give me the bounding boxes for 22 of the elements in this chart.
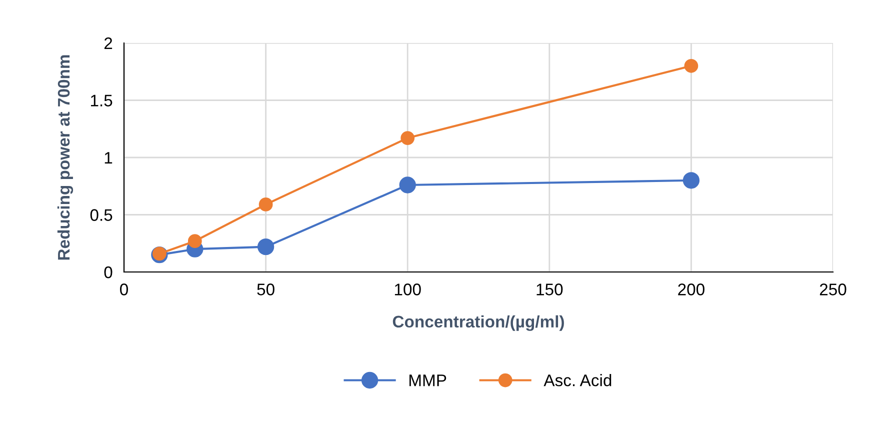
- legend-label: MMP: [409, 374, 446, 386]
- x-tick-label: 150: [536, 284, 563, 296]
- point: [257, 238, 274, 256]
- x-tick-label: 100: [394, 284, 421, 296]
- y-tick-label: 2: [104, 37, 112, 50]
- x-axis-title: Concentration/(µg/ml): [392, 315, 564, 331]
- y-tick-label: 1: [104, 152, 112, 164]
- point: [399, 176, 416, 194]
- x-tick-label: 200: [678, 284, 704, 296]
- y-tick-label: 0: [104, 266, 112, 278]
- point: [188, 234, 202, 248]
- point: [684, 58, 698, 73]
- y-tick-label: 0.5: [90, 209, 112, 221]
- x-tick-label: 250: [820, 284, 846, 296]
- legend-label: Asc. Acid: [544, 374, 612, 386]
- y-axis-title: Reducing power at 700nm: [57, 55, 74, 260]
- y-tick-label: 1.5: [90, 94, 112, 106]
- x-tick-label: 0: [120, 284, 128, 296]
- point: [400, 131, 415, 145]
- point: [682, 172, 700, 189]
- point: [258, 198, 273, 212]
- x-tick-label: 50: [257, 284, 274, 296]
